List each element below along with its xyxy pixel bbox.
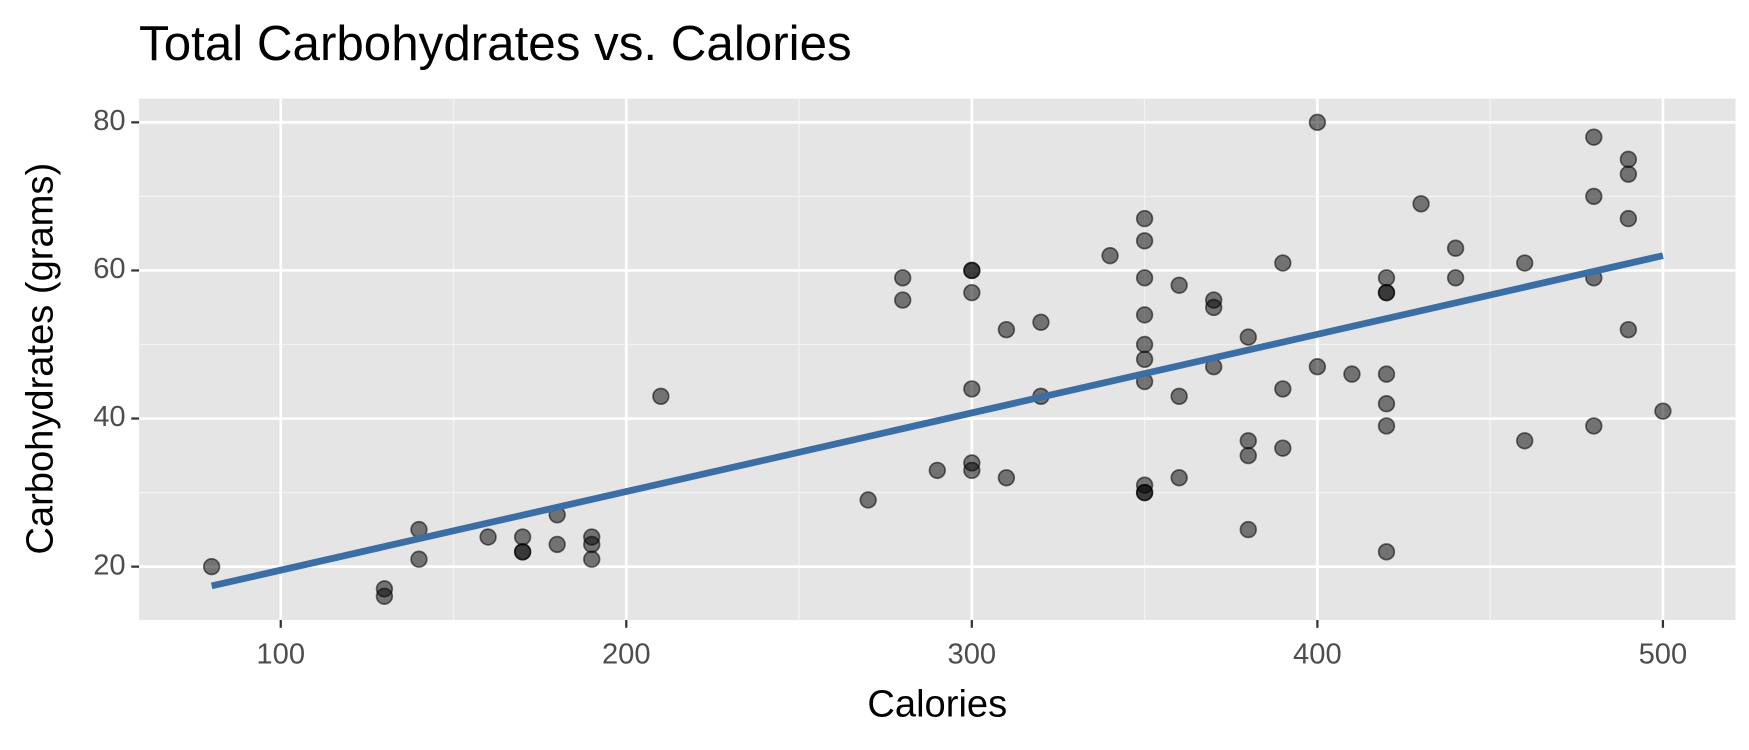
point [1274,439,1292,457]
y-tick-label: 80 [93,105,125,137]
x-tick-label: 500 [1639,639,1688,671]
point [1239,520,1257,539]
point [513,528,532,546]
point [375,587,394,605]
point [1205,298,1223,317]
point [479,528,497,546]
point [1239,328,1257,346]
point [513,543,532,561]
point [963,461,981,480]
point [1135,269,1154,287]
point [410,550,428,568]
point [1446,269,1465,287]
y-tick-label: 20 [93,549,125,581]
point [1516,254,1534,272]
point [1308,358,1327,376]
x-tick-label: 400 [1293,639,1342,671]
x-tick-label: 300 [948,639,997,671]
point [1446,239,1465,257]
point [963,261,981,280]
point [1412,195,1430,213]
point [1377,269,1396,287]
y-tick-label: 60 [93,253,125,285]
point [1377,395,1396,413]
point [963,283,981,302]
point [928,461,946,480]
point [1377,543,1396,561]
point [1135,232,1154,250]
point [1135,209,1154,228]
point [1377,365,1396,383]
y-tick-label: 40 [93,401,125,433]
point [1585,128,1603,146]
point [1619,165,1638,183]
point [997,469,1016,487]
x-tick-label: 100 [256,639,305,671]
x-axis-title: Calories [867,683,1007,725]
point [1308,113,1327,132]
point [1619,209,1638,228]
point [652,387,670,406]
point [894,269,912,287]
point [1101,246,1119,265]
point [1239,446,1257,465]
y-axis-title: Carbohydrates (grams) [20,163,62,555]
point [1170,469,1188,487]
point [1619,320,1638,339]
chart-title: Total Carbohydrates vs. Calories [139,16,852,71]
point [548,535,566,554]
x-tick-label: 200 [602,639,651,671]
point [1585,187,1603,206]
point [1343,365,1361,383]
point [1619,150,1638,169]
point [583,535,601,554]
point [1585,417,1603,435]
point [202,557,221,576]
point [1274,380,1292,398]
point [997,320,1016,339]
point [1377,417,1396,435]
point [1239,432,1257,450]
point [1516,432,1534,450]
point [1135,350,1154,368]
point [1032,313,1050,331]
point [583,550,601,568]
point [1135,483,1154,502]
point [894,291,912,309]
point [1170,276,1188,294]
trend-line [210,252,1664,590]
point [1654,402,1672,420]
point [1170,387,1188,406]
point [1274,254,1292,272]
point [1377,283,1396,302]
plot-panel [139,98,1736,620]
point [859,491,877,509]
point [963,380,981,398]
point [1135,306,1154,324]
point [1135,335,1154,354]
